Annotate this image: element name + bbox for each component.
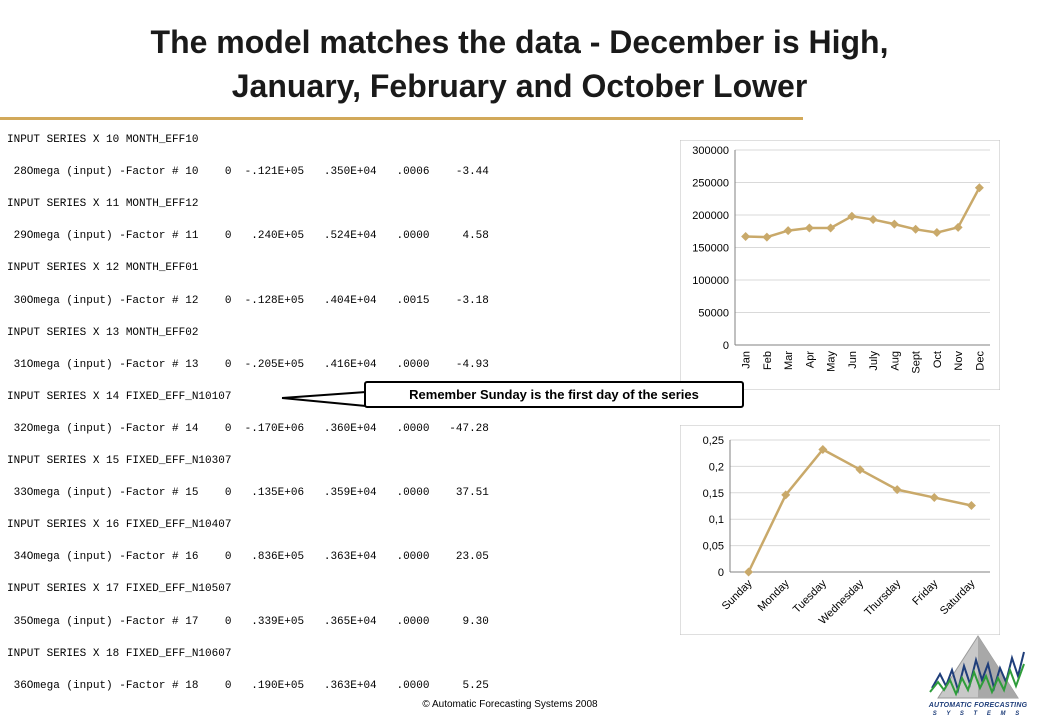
input-series-line: INPUT SERIES X 11 MONTH_EFF12: [7, 198, 199, 211]
y-tick-label: 0,25: [703, 435, 724, 447]
data-point-marker: [953, 222, 963, 232]
data-point-marker: [911, 224, 921, 234]
data-point-marker: [741, 231, 751, 241]
data-point-marker: [826, 223, 836, 233]
omega-factor-line: 36Omega (input) -Factor # 18 0 .190E+05 …: [7, 679, 489, 692]
data-point-marker: [847, 211, 857, 221]
data-point-marker: [892, 485, 902, 495]
y-tick-label: 0: [718, 567, 724, 579]
x-tick-label: Aug: [889, 351, 901, 371]
x-tick-label: Oct: [932, 351, 944, 368]
x-tick-label: May: [826, 351, 838, 372]
data-point-marker: [781, 490, 791, 500]
input-series-line: INPUT SERIES X 13 MONTH_EFF02: [7, 326, 199, 339]
x-tick-label: Jan: [741, 351, 753, 369]
input-series-line: INPUT SERIES X 15 FIXED_EFF_N10307: [7, 455, 232, 467]
y-tick-label: 0: [723, 340, 729, 352]
y-tick-label: 0,15: [703, 488, 724, 500]
y-tick-label: 300000: [692, 145, 729, 157]
x-tick-label: July: [868, 351, 880, 371]
data-point-marker: [804, 223, 814, 233]
input-series-line: INPUT SERIES X 18 FIXED_EFF_N10607: [7, 647, 232, 660]
y-tick-label: 0,05: [703, 541, 724, 553]
y-tick-label: 0,2: [709, 461, 724, 473]
title-underline: [0, 117, 803, 120]
input-series-line: INPUT SERIES X 14 FIXED_EFF_N10107: [7, 390, 232, 403]
data-point-marker: [889, 219, 899, 229]
slide-title-line2: January, February and October Lower: [231, 68, 808, 104]
y-tick-label: 0,1: [709, 514, 724, 526]
x-tick-label: Mar: [783, 351, 795, 370]
input-series-line: INPUT SERIES X 12 MONTH_EFF01: [7, 262, 199, 275]
omega-factor-line: 33Omega (input) -Factor # 15 0 .135E+06 …: [7, 487, 489, 500]
data-point-marker: [783, 226, 793, 236]
data-point-marker: [855, 465, 865, 475]
callout-note: Remember Sunday is the first day of the …: [364, 381, 744, 408]
input-series-line: INPUT SERIES X 17 FIXED_EFF_N10507: [7, 583, 232, 596]
data-point-marker: [929, 493, 939, 503]
copyright-footer: © Automatic Forecasting Systems 2008: [422, 699, 598, 710]
omega-factor-line: 35Omega (input) -Factor # 17 0 .339E+05 …: [7, 615, 489, 628]
x-tick-label: Jun: [847, 351, 859, 369]
input-series-line: INPUT SERIES X 16 FIXED_EFF_N10407: [7, 519, 232, 532]
omega-factor-line: 34Omega (input) -Factor # 16 0 .836E+05 …: [7, 551, 489, 564]
data-point-marker: [762, 232, 772, 242]
y-tick-label: 200000: [692, 210, 729, 222]
omega-factor-line: 30Omega (input) -Factor # 12 0 -.128E+05…: [7, 294, 489, 307]
omega-factor-line: 31Omega (input) -Factor # 13 0 -.205E+05…: [7, 358, 489, 371]
x-tick-label: Sept: [911, 351, 923, 374]
logo-text-line1: AUTOMATIC FORECASTING: [928, 702, 1028, 709]
y-tick-label: 250000: [692, 178, 729, 190]
monthly-line-chart: 0 50000 100000 150000 200000 250000 300000 Jan F…: [680, 140, 1000, 390]
input-series-line: INPUT SERIES X 10 MONTH_EFF10: [7, 134, 199, 146]
slide-title: The model matches the data - December is…: [0, 20, 1039, 108]
data-point-marker: [818, 445, 828, 455]
y-tick-label: 150000: [692, 243, 729, 255]
x-tick-label: Feb: [762, 351, 774, 370]
logo-text-line2: S Y S T E M S: [932, 711, 1024, 717]
chart-frame: [680, 140, 1000, 390]
omega-factor-line: 32Omega (input) -Factor # 14 0 -.170E+06…: [7, 422, 489, 435]
omega-factor-line: 29Omega (input) -Factor # 11 0 .240E+05 …: [7, 230, 489, 243]
data-point-marker: [974, 183, 984, 193]
y-tick-label: 50000: [698, 308, 729, 320]
slide-title-line1: The model matches the data - December is…: [150, 24, 889, 60]
data-point-marker: [744, 567, 754, 577]
data-point-marker: [868, 215, 878, 225]
logo-mark: [929, 635, 1025, 699]
company-logo: AUTOMATIC FORECASTING S Y S T E M S: [918, 630, 1038, 720]
x-tick-label: Apr: [804, 351, 816, 368]
omega-factor-line: 28Omega (input) -Factor # 10 0 -.121E+05…: [7, 166, 489, 179]
y-tick-label: 100000: [692, 275, 729, 287]
data-point-marker: [966, 500, 976, 510]
callout-pointer: [281, 391, 367, 407]
data-point-marker: [932, 228, 942, 238]
x-tick-label: Dec: [974, 351, 986, 371]
x-tick-label: Nov: [953, 351, 965, 371]
